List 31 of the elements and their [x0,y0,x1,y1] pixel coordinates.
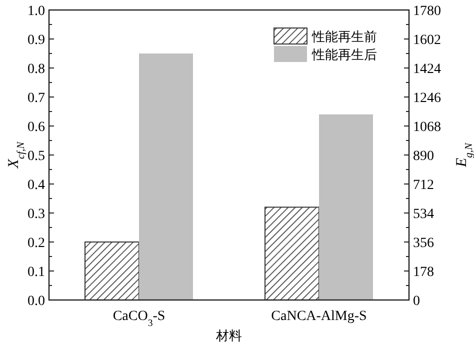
y2-tick-label: 534 [413,207,434,222]
y2-tick-label: 356 [413,236,434,251]
bar [84,242,140,300]
y-tick-label: 1.0 [28,4,45,19]
legend-label: 性能再生前 [311,29,377,44]
bar [319,114,373,300]
y2-tick-label: 1780 [413,4,441,19]
y-tick-label: 0.5 [28,149,45,164]
y-tick-label: 0.3 [28,207,45,222]
y2-tick-label: 178 [413,265,434,280]
y-tick-label: 0.4 [28,178,45,193]
y-tick-label: 0.8 [28,62,45,77]
bar [264,206,320,300]
y2-tick-label: 1602 [413,33,441,48]
y-tick-label: 0.7 [28,91,45,106]
y-tick-label: 0.0 [28,294,45,309]
legend-label: 性能再生后 [311,47,377,62]
y2-tick-label: 1246 [413,91,441,106]
y2-tick-label: 1068 [413,120,441,135]
y-tick-label: 0.1 [28,265,45,280]
y-tick-label: 0.9 [28,33,45,48]
x-tick-label: CaNCA-AlMg-S [271,309,367,324]
y2-tick-label: 890 [413,149,434,164]
x-tick-label: CaCO$_{3}$-S [112,309,166,328]
x-axis-title: 材料 [215,328,242,343]
y-tick-label: 0.6 [28,120,45,135]
y2-tick-label: 1424 [413,62,441,77]
y2-tick-label: 712 [413,178,434,193]
y-tick-label: 0.2 [28,236,45,251]
y2-tick-label: 0 [413,294,420,309]
bar [139,54,193,300]
